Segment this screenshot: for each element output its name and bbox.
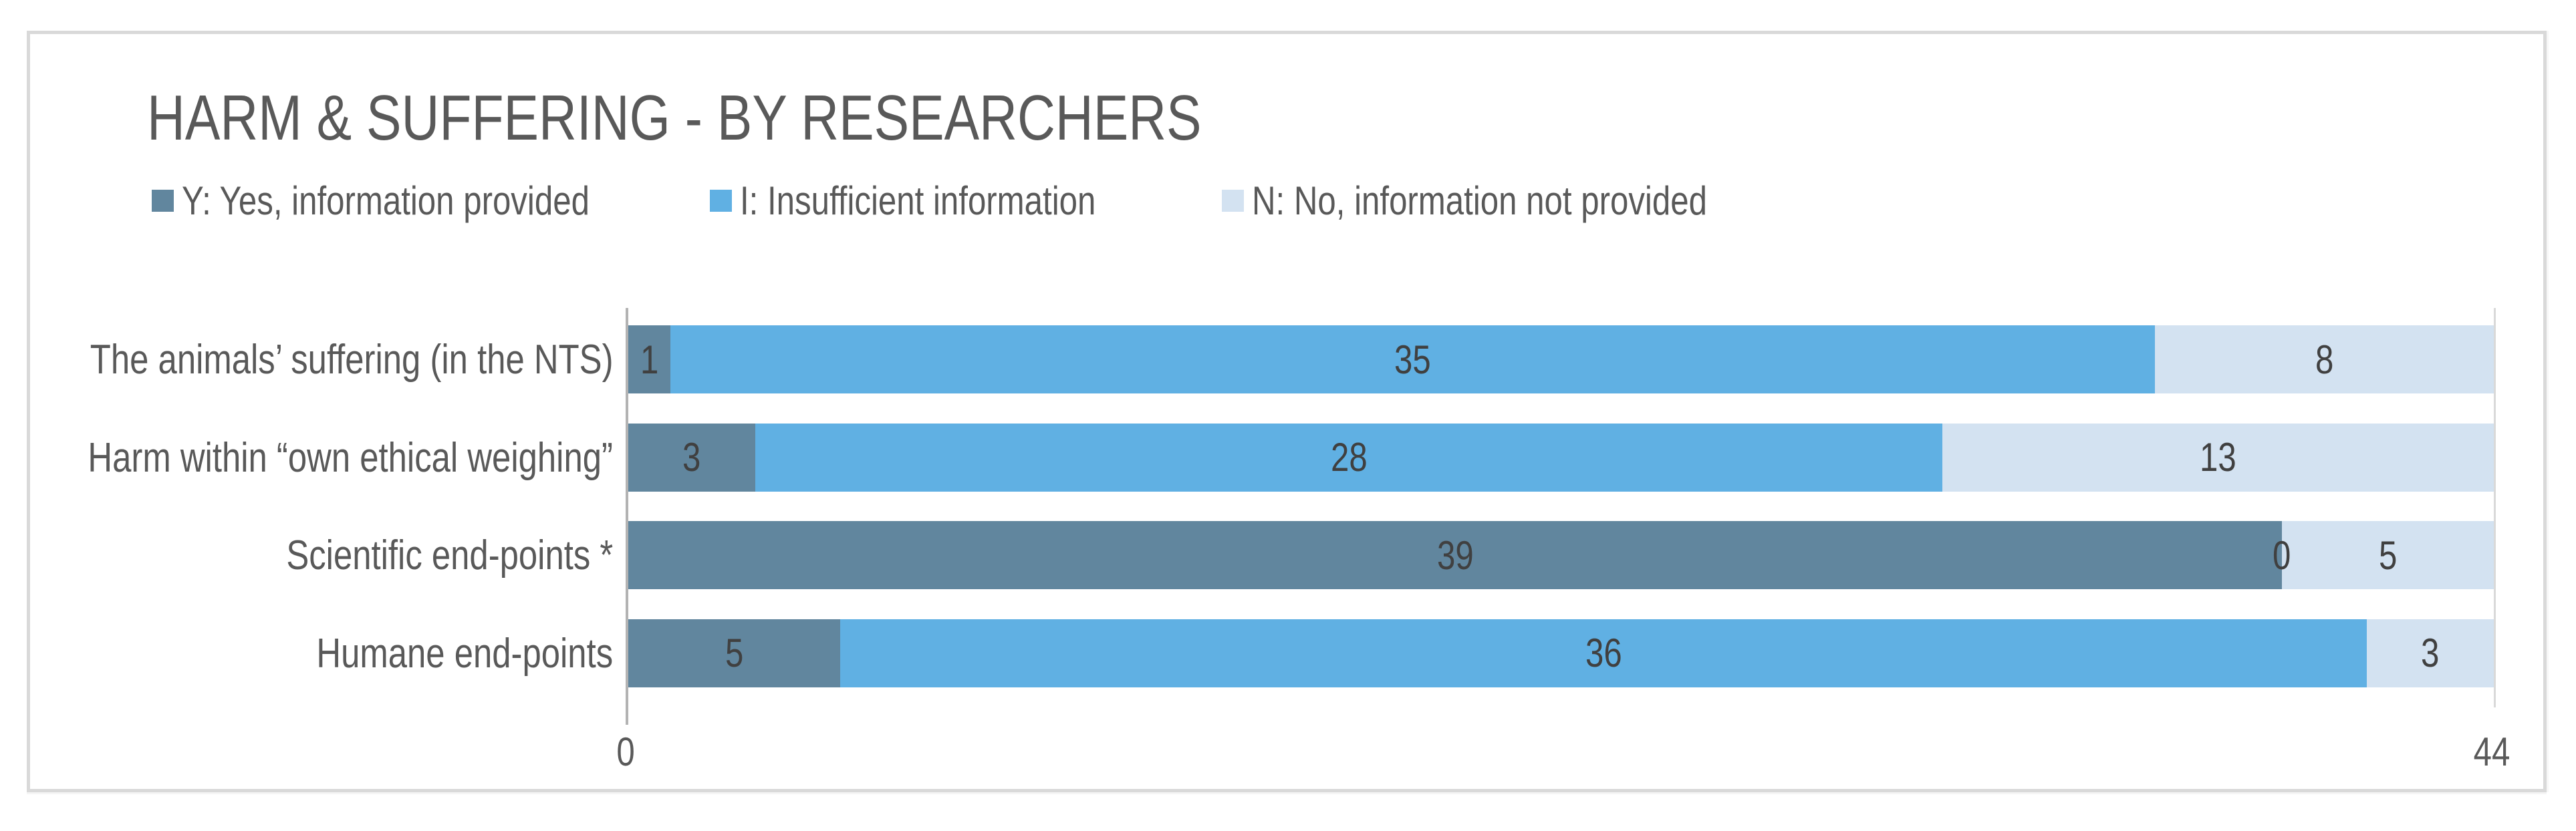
bar-segment: 3 xyxy=(2366,619,2494,687)
bar-value-label: 35 xyxy=(1394,337,1431,382)
chart-legend: Y: Yes, information provided I: Insuffici… xyxy=(30,177,2543,224)
bar-value-label: 1 xyxy=(640,337,659,382)
bar-segment: 13 xyxy=(1942,423,2494,492)
bar-value-label: 3 xyxy=(2421,631,2440,675)
bar-value-label: 28 xyxy=(1330,435,1368,480)
value-axis-line xyxy=(626,308,628,725)
chart-panel: HARM & SUFFERING - BY RESEARCHERS Y: Yes… xyxy=(27,31,2547,792)
bar-segment: 5 xyxy=(628,619,841,687)
bar-value-label: 0 xyxy=(2273,532,2291,578)
bar-row: 1 35 8 xyxy=(628,311,2494,409)
bar-segment: 8 xyxy=(2154,325,2494,393)
bar-segment: 39 xyxy=(628,521,2282,589)
stacked-bar: 39 0 5 xyxy=(628,521,2494,589)
bar-segment: 3 xyxy=(628,423,756,492)
bar-row: 3 28 13 xyxy=(628,409,2494,507)
stacked-bar: 5 36 3 xyxy=(628,619,2494,687)
bar-value-label: 5 xyxy=(725,631,744,675)
chart-title: HARM & SUFFERING - BY RESEARCHERS xyxy=(147,82,1433,154)
plot-rows: 1 35 8 3 28 13 39 0 5 5 36 3 xyxy=(628,311,2494,702)
category-label: Harm within “own ethical weighing” xyxy=(88,434,613,481)
bar-segment: 5 xyxy=(2281,521,2494,589)
legend-label: I: Insufficient information xyxy=(740,178,1096,223)
legend-item: Y: Yes, information provided xyxy=(152,177,679,224)
bar-row: 39 0 5 xyxy=(628,506,2494,605)
legend-item: N: No, information not provided xyxy=(1222,177,1807,224)
plot-area: 1 35 8 3 28 13 39 0 5 5 36 3 xyxy=(626,308,2496,725)
category-label: Scientific end-points * xyxy=(286,532,613,578)
bar-value-label: 39 xyxy=(1436,532,1474,578)
legend-item: I: Insufficient information xyxy=(710,177,1174,224)
bar-value-label: 36 xyxy=(1585,631,1622,675)
max-gridline xyxy=(2494,308,2496,707)
bar-segment: 36 xyxy=(840,619,2367,687)
bar-row: 5 36 3 xyxy=(628,605,2494,703)
category-axis-labels: The animals’ suffering (in the NTS) Harm … xyxy=(30,311,613,702)
legend-swatch-icon xyxy=(152,189,174,212)
axis-tick-label-max: 44 xyxy=(2473,729,2510,774)
bar-segment: 28 xyxy=(755,423,1943,492)
bar-value-label: 13 xyxy=(2200,435,2237,480)
bar-value-label: 8 xyxy=(2315,337,2333,382)
legend-label: N: No, information not provided xyxy=(1252,178,1707,223)
chart-title-text: HARM & SUFFERING - BY RESEARCHERS xyxy=(147,82,1202,154)
category-label: Humane end-points xyxy=(316,630,613,677)
stacked-bar: 3 28 13 xyxy=(628,423,2494,492)
bar-value-label: 5 xyxy=(2378,532,2398,578)
bar-value-label: 3 xyxy=(682,435,701,480)
legend-swatch-icon xyxy=(1222,189,1244,212)
axis-tick-label-min: 0 xyxy=(616,729,635,774)
legend-label: Y: Yes, information provided xyxy=(182,178,590,223)
legend-swatch-icon xyxy=(710,189,732,212)
category-label: The animals’ suffering (in the NTS) xyxy=(90,337,613,383)
stacked-bar: 1 35 8 xyxy=(628,325,2494,393)
bar-segment: 35 xyxy=(670,325,2155,393)
bar-segment: 1 xyxy=(628,325,671,393)
